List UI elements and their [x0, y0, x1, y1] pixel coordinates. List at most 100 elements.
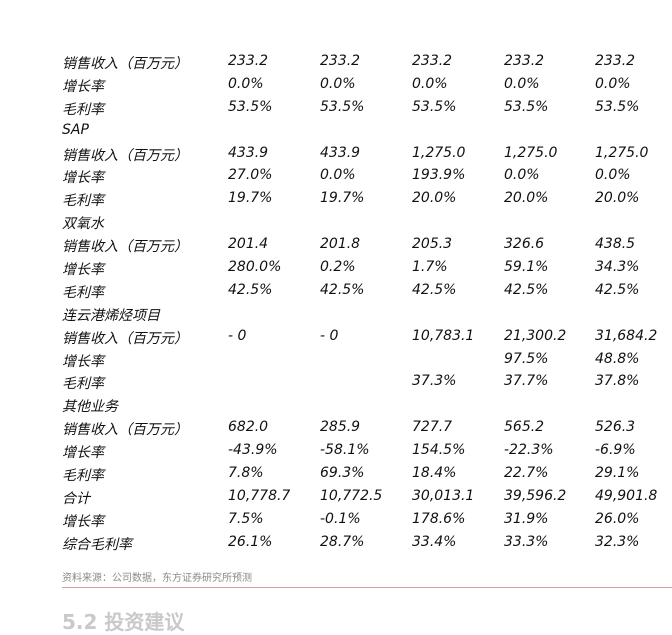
divider-line — [62, 587, 672, 588]
table-cell: -43.9% — [228, 442, 278, 459]
row-label: 销售收入（百万元） — [62, 239, 188, 256]
table-cell: 438.5 — [595, 236, 636, 253]
table-cell: 18.4% — [412, 465, 457, 482]
table-row: 增长率 280.0% 0.2% 1.7% 59.1% 34.3% — [62, 257, 672, 280]
table-cell: 26.1% — [228, 533, 273, 550]
row-label: 连云港烯烃项目 — [62, 307, 160, 324]
table-cell: -58.1% — [320, 442, 370, 459]
table-cell: 30,013.1 — [412, 487, 475, 504]
table-cell: 49,901.8 — [595, 487, 658, 504]
table-cell: 42.5% — [228, 281, 273, 298]
row-label: 增长率 — [62, 513, 104, 530]
table-cell: 0.0% — [504, 167, 540, 184]
table-cell: 29.1% — [595, 465, 640, 482]
table-cell: 433.9 — [228, 144, 269, 161]
source-note: 资料来源：公司数据，东方证券研究所预测 — [62, 573, 252, 584]
table-cell: 285.9 — [320, 419, 361, 436]
table-cell: 10,778.7 — [228, 487, 291, 504]
table-cell: 31,684.2 — [595, 327, 658, 344]
table-row: 增长率 0.0% 0.0% 0.0% 0.0% 0.0% — [62, 74, 672, 97]
table-cell: 1,275.0 — [504, 144, 558, 161]
table-row: 双氧水 — [62, 211, 672, 234]
table-cell: 53.5% — [320, 98, 365, 115]
table-cell: 1.7% — [412, 259, 448, 276]
table-cell: -6.9% — [595, 442, 636, 459]
table-cell: 0.0% — [595, 75, 631, 92]
table-row: 其他业务 — [62, 394, 672, 417]
table-cell: -22.3% — [504, 442, 554, 459]
table-cell: 37.7% — [504, 373, 549, 390]
table-row: 销售收入（百万元） 233.2 233.2 233.2 233.2 233.2 — [62, 51, 672, 74]
table-cell: 53.5% — [412, 98, 457, 115]
table-row: 销售收入（百万元） 682.0 285.9 727.7 565.2 526.3 — [62, 417, 672, 440]
table-cell: 34.3% — [595, 259, 640, 276]
table-cell: 20.0% — [504, 190, 549, 207]
table-cell: 233.2 — [412, 53, 453, 69]
row-label: 双氧水 — [62, 216, 104, 233]
table-cell: 53.5% — [228, 98, 273, 115]
table-row: 销售收入（百万元） - 0 - 0 10,783.1 21,300.2 31,684.2 — [62, 326, 672, 349]
table-cell: 7.8% — [228, 465, 264, 482]
table-cell: 154.5% — [412, 442, 466, 459]
row-label: 其他业务 — [62, 399, 118, 416]
table-cell: 565.2 — [504, 419, 545, 436]
table-cell: 33.4% — [412, 533, 457, 550]
table-row: 销售收入（百万元） 433.9 433.9 1,275.0 1,275.0 1,275.0 — [62, 143, 672, 166]
row-label: 销售收入（百万元） — [62, 422, 188, 439]
table-cell: 39,596.2 — [504, 487, 567, 504]
row-label: 增长率 — [62, 353, 104, 370]
table-row: 增长率 27.0% 0.0% 193.9% 0.0% 0.0% — [62, 165, 672, 188]
row-label: 毛利率 — [62, 468, 104, 485]
table-cell: 28.7% — [320, 533, 365, 550]
row-label: 毛利率 — [62, 193, 104, 210]
table-cell: 20.0% — [412, 190, 457, 207]
table-row: 合计 10,778.7 10,772.5 30,013.1 39,596.2 49,901… — [62, 486, 672, 509]
row-label: 增长率 — [62, 170, 104, 187]
row-label: 毛利率 — [62, 101, 104, 118]
table-row: 毛利率 19.7% 19.7% 20.0% 20.0% 20.0% — [62, 188, 672, 211]
table-row: 毛利率 42.5% 42.5% 42.5% 42.5% 42.5% — [62, 280, 672, 303]
table-cell: 53.5% — [595, 98, 640, 115]
table-row: 连云港烯烃项目 — [62, 303, 672, 326]
table-cell: 22.7% — [504, 465, 549, 482]
table-cell: 0.0% — [504, 75, 540, 92]
table-cell: 193.9% — [412, 167, 466, 184]
table-cell: 280.0% — [228, 259, 282, 276]
table-cell: 326.6 — [504, 236, 545, 253]
table-cell: 37.8% — [595, 373, 640, 390]
table-row: 综合毛利率 26.1% 28.7% 33.4% 33.3% 32.3% — [62, 532, 672, 555]
table-cell: 53.5% — [504, 98, 549, 115]
table-cell: 233.2 — [504, 53, 545, 69]
table-cell: 19.7% — [320, 190, 365, 207]
table-cell: 727.7 — [412, 419, 453, 436]
table-cell: 97.5% — [504, 350, 549, 367]
table-cell: 526.3 — [595, 419, 636, 436]
table-cell: 48.8% — [595, 350, 640, 367]
row-label: 销售收入（百万元） — [62, 147, 188, 164]
row-label: 毛利率 — [62, 376, 104, 393]
table-row: 增长率 7.5% -0.1% 178.6% 31.9% 26.0% — [62, 509, 672, 532]
table-cell: 59.1% — [504, 259, 549, 276]
section-heading-investment: 5.2 投资建议 — [62, 610, 185, 634]
row-label: 增长率 — [62, 78, 104, 95]
row-label: 合计 — [62, 490, 90, 507]
table-cell: 20.0% — [595, 190, 640, 207]
table-cell: 26.0% — [595, 510, 640, 527]
table-cell: 205.3 — [412, 236, 453, 253]
table-cell: 0.0% — [320, 75, 356, 92]
table-cell: 433.9 — [320, 144, 361, 161]
table-cell: 42.5% — [504, 281, 549, 298]
table-cell: 7.5% — [228, 510, 264, 527]
row-label: 增长率 — [62, 262, 104, 279]
table-cell: 69.3% — [320, 465, 365, 482]
table-cell: 0.0% — [595, 167, 631, 184]
table-cell: -0.1% — [320, 510, 361, 527]
table-cell: 233.2 — [228, 53, 269, 69]
row-label: SAP — [62, 121, 89, 138]
row-label: 销售收入（百万元） — [62, 56, 188, 72]
table-cell: 0.2% — [320, 259, 356, 276]
table-cell: 233.2 — [595, 53, 636, 69]
table-row: 毛利率 7.8% 69.3% 18.4% 22.7% 29.1% — [62, 463, 672, 486]
financial-forecast-table: 销售收入（百万元） 233.2 233.2 233.2 233.2 233.2 增长率 0.0… — [62, 51, 672, 555]
row-label: 销售收入（百万元） — [62, 330, 188, 347]
